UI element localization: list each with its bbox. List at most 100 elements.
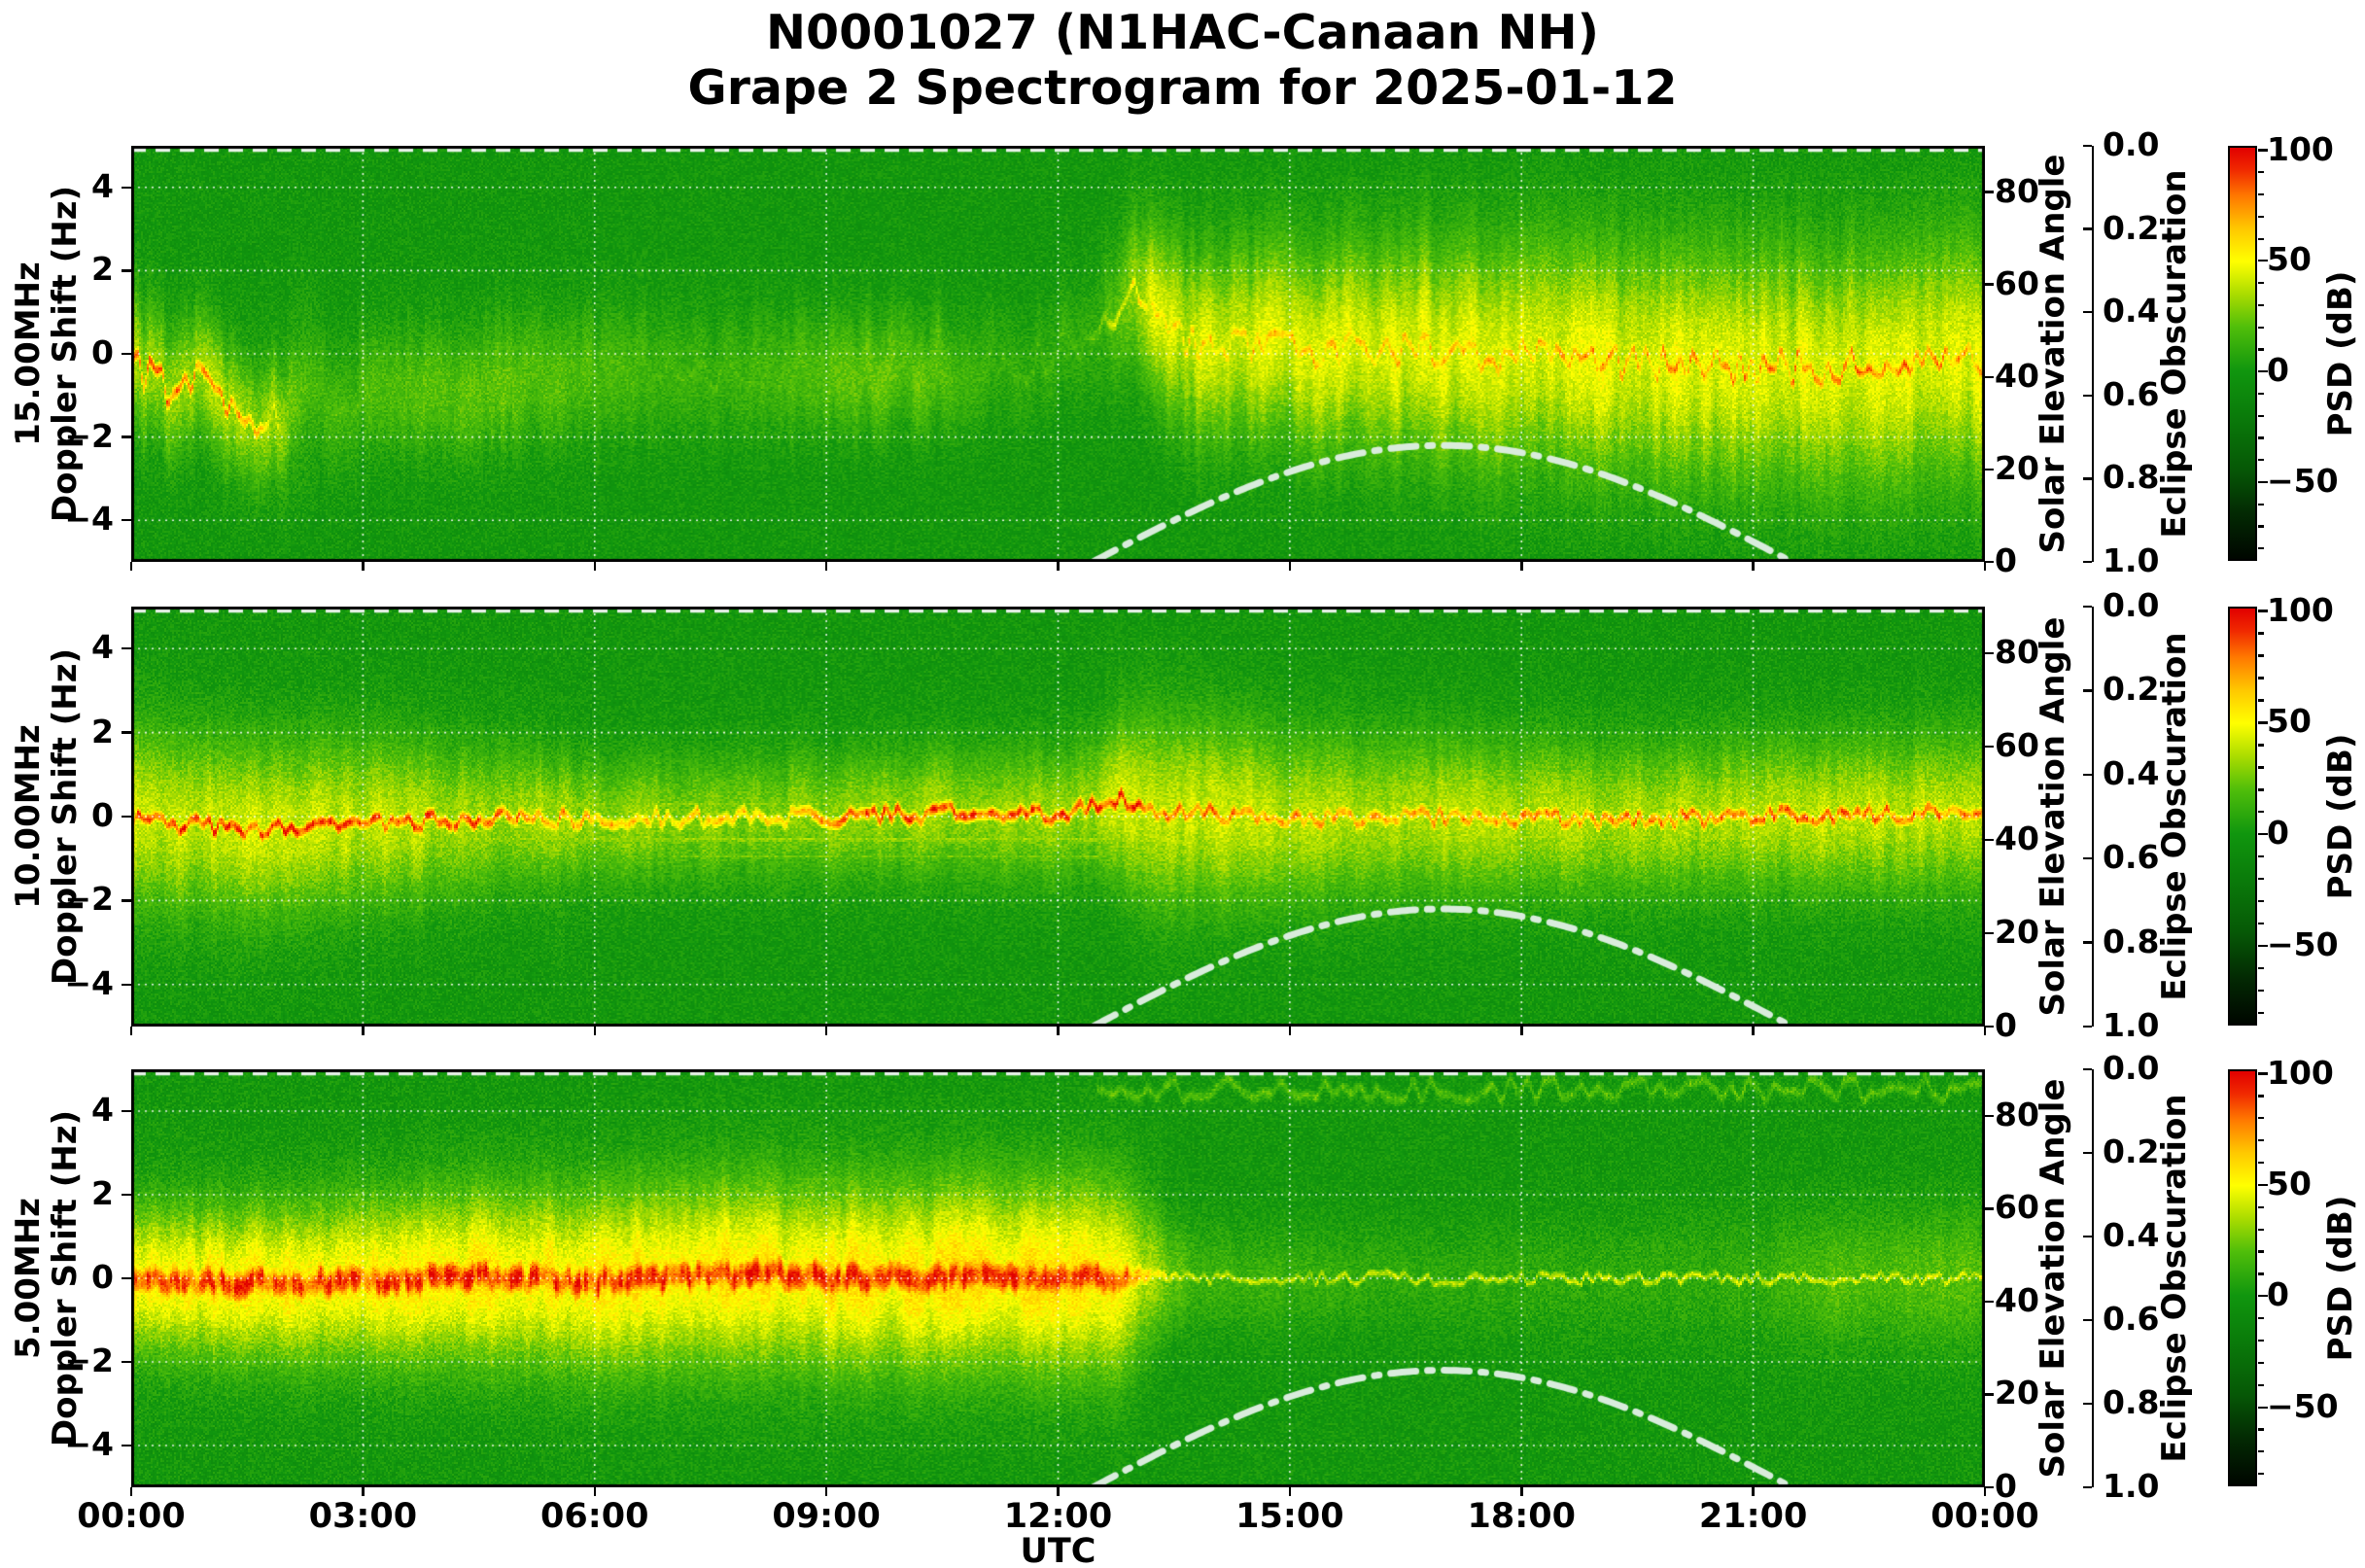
colorbar-tick: [2258, 1250, 2264, 1253]
solar-tick-label: 0: [1995, 1467, 2017, 1505]
colorbar-tick: [2258, 215, 2264, 218]
eclipse-tick-label: 0.2: [2103, 208, 2160, 247]
y-tick-label: −4: [64, 500, 114, 539]
colorbar-tick-label: −50: [2267, 462, 2339, 501]
eclipse-axis-line: [2092, 146, 2094, 562]
eclipse-tick-label: 0.2: [2103, 1132, 2160, 1170]
colorbar-tick: [2258, 436, 2264, 439]
colorbar-tick: [2258, 414, 2264, 417]
eclipse-axis-line: [2092, 1069, 2094, 1487]
colorbar-tick: [2258, 1117, 2264, 1120]
colorbar: [2228, 607, 2257, 1026]
y-tick: [122, 1444, 131, 1447]
psd-axis-label: PSD (dB): [2320, 270, 2360, 437]
y-tick: [122, 436, 131, 438]
y-tick: [122, 646, 131, 650]
colorbar-tick: [2258, 1450, 2264, 1453]
y-tick-label: 2: [91, 250, 114, 289]
colorbar-tick: [2258, 149, 2268, 152]
solar-tick-label: 20: [1995, 448, 2039, 487]
solar-tick: [1985, 651, 1994, 655]
colorbar-tick: [2258, 1295, 2268, 1298]
colorbar-tick: [2258, 1473, 2264, 1476]
x-tick-label: 12:00: [1003, 1497, 1113, 1536]
psd-axis-label: PSD (dB): [2320, 733, 2360, 900]
x-tick: [1288, 1487, 1292, 1496]
colorbar-tick: [2258, 878, 2264, 881]
eclipse-tick: [2083, 144, 2092, 148]
colorbar-tick: [2258, 1317, 2264, 1320]
solar-tick: [1985, 375, 1994, 379]
colorbar-tick: [2258, 1095, 2264, 1098]
y-tick-label: 0: [91, 333, 114, 371]
y-tick-label: −4: [64, 963, 114, 1002]
x-tick-label: 09:00: [772, 1497, 881, 1536]
eclipse-axis-label: Eclipse Obscuration: [2154, 1094, 2194, 1463]
eclipse-tick-label: 0.6: [2103, 838, 2160, 877]
solar-tick-label: 60: [1995, 263, 2039, 302]
colorbar-tick: [2258, 171, 2264, 174]
colorbar-tick: [2258, 480, 2268, 484]
colorbar-tick: [2258, 503, 2264, 505]
colorbar-tick: [2258, 1183, 2268, 1187]
eclipse-tick-label: 0.0: [2103, 586, 2160, 624]
y-tick-label: −2: [64, 1342, 114, 1379]
colorbar-tick-label: 100: [2267, 590, 2334, 629]
x-tick: [593, 562, 596, 571]
x-tick-label: 18:00: [1467, 1497, 1576, 1536]
colorbar-tick: [2258, 699, 2264, 702]
colorbar-tick: [2258, 923, 2264, 925]
y-tick: [122, 1360, 131, 1364]
y-tick: [122, 269, 131, 272]
colorbar-tick: [2258, 1428, 2264, 1431]
y-tick: [122, 815, 131, 819]
solar-tick: [1985, 931, 1994, 935]
x-tick: [129, 1027, 133, 1035]
x-tick: [129, 562, 133, 571]
solar-tick-label: 60: [1995, 1188, 2039, 1227]
eclipse-tick-label: 0.0: [2103, 1049, 2160, 1087]
eclipse-tick: [2083, 856, 2092, 860]
x-tick: [1057, 562, 1060, 571]
y-tick-label: −4: [64, 1425, 114, 1463]
eclipse-tick: [2083, 1485, 2092, 1489]
solar-axis-label: Solar Elevation Angle: [2033, 616, 2072, 1017]
colorbar-tick: [2258, 1139, 2264, 1142]
y-tick-label: 4: [91, 166, 114, 205]
y-tick: [122, 1109, 131, 1113]
eclipse-tick-label: 0.4: [2103, 753, 2160, 792]
y-tick-label: −2: [64, 416, 114, 455]
colorbar-tick: [2258, 192, 2264, 196]
colorbar-tick-label: −50: [2267, 925, 2339, 964]
colorbar-tick-label: −50: [2267, 1386, 2339, 1425]
x-tick-label: 00:00: [77, 1497, 186, 1536]
x-tick: [1520, 1487, 1523, 1496]
colorbar-tick: [2258, 721, 2268, 724]
colorbar-tick: [2258, 811, 2264, 814]
colorbar-tick: [2258, 370, 2268, 373]
y-tick: [122, 899, 131, 902]
colorbar-tick: [2258, 260, 2268, 262]
colorbar-tick-label: 0: [2267, 814, 2289, 853]
colorbar-tick: [2258, 1383, 2264, 1386]
eclipse-tick: [2083, 941, 2092, 944]
eclipse-tick: [2083, 689, 2092, 692]
solar-tick-label: 60: [1995, 726, 2039, 764]
eclipse-tick-label: 0.4: [2103, 292, 2160, 331]
eclipse-tick: [2083, 477, 2092, 480]
y-tick: [122, 983, 131, 987]
eclipse-axis-line: [2092, 607, 2094, 1027]
colorbar-tick: [2258, 1205, 2264, 1208]
solar-tick-label: 80: [1995, 633, 2039, 671]
solar-tick: [1985, 560, 1994, 564]
solar-axis-label: Solar Elevation Angle: [2033, 1078, 2072, 1479]
eclipse-axis-label: Eclipse Obscuration: [2154, 169, 2194, 539]
eclipse-tick: [2083, 1402, 2092, 1406]
eclipse-tick-label: 1.0: [2103, 1467, 2160, 1505]
x-tick: [362, 1027, 365, 1035]
solar-tick: [1985, 468, 1994, 471]
eclipse-tick-label: 0.2: [2103, 670, 2160, 709]
solar-tick: [1985, 1114, 1994, 1118]
panel-10mhz-overlay-canvas: [131, 607, 1985, 1027]
